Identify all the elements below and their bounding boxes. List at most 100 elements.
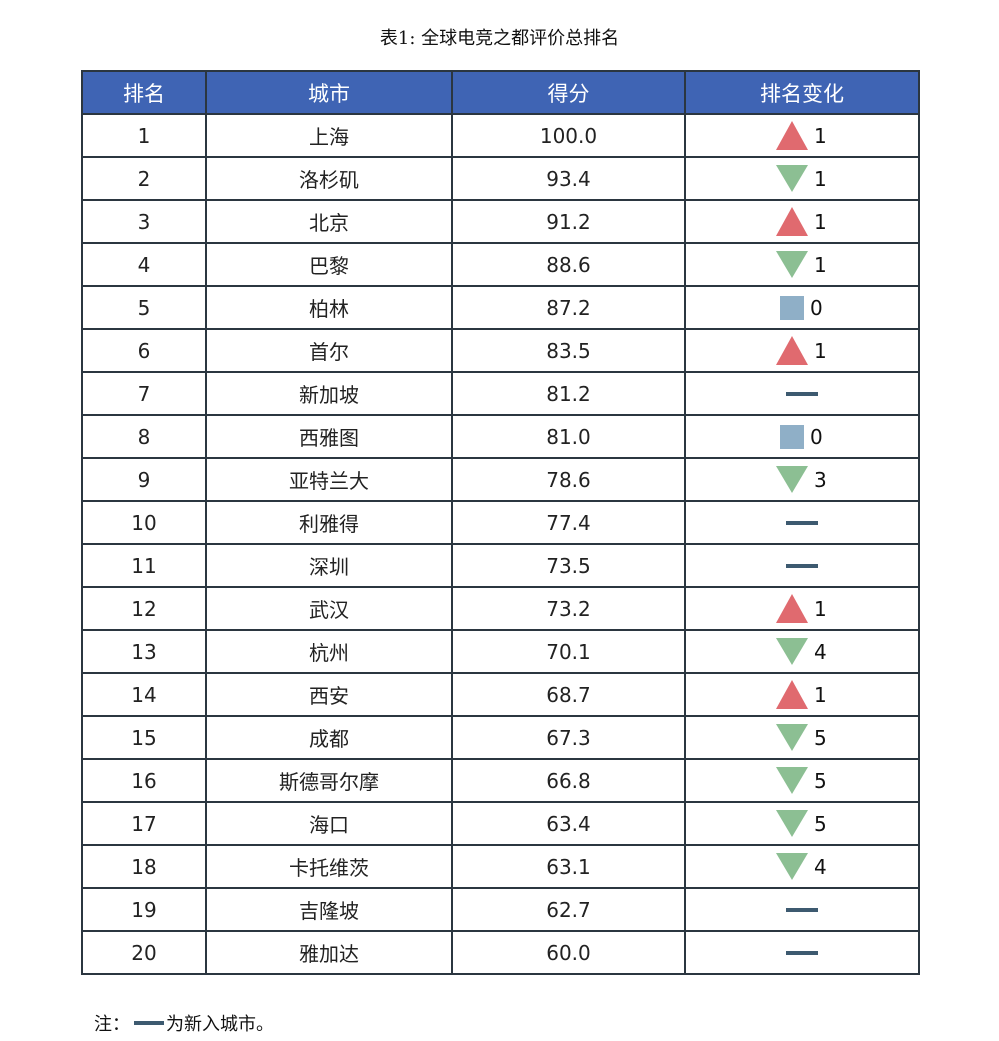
city-cell: 西雅图 bbox=[205, 414, 453, 459]
header-change: 排名变化 bbox=[684, 70, 920, 115]
city-cell: 利雅得 bbox=[205, 500, 453, 545]
score-cell: 91.2 bbox=[451, 199, 686, 244]
change-value: 1 bbox=[814, 338, 827, 363]
rank-cell: 17 bbox=[81, 801, 207, 846]
table-body: 1 上海 100.0 1 2 洛杉矶 93.4 1 3 北京 91.2 1 4 巴黎 88.6 1 5 柏林 87.… bbox=[81, 113, 920, 975]
table-row: 2 洛杉矶 93.4 1 bbox=[81, 156, 920, 201]
change-cell: 4 bbox=[684, 844, 920, 889]
table-row: 13 杭州 70.1 4 bbox=[81, 629, 920, 674]
rank-cell: 7 bbox=[81, 371, 207, 416]
change-indicator: 1 bbox=[776, 201, 828, 242]
city-cell: 洛杉矶 bbox=[205, 156, 453, 201]
change-indicator: 3 bbox=[776, 459, 828, 500]
change-value: 4 bbox=[814, 854, 827, 879]
new-entry-dash-icon bbox=[134, 1021, 164, 1025]
city-cell: 成都 bbox=[205, 715, 453, 760]
change-cell: 5 bbox=[684, 758, 920, 803]
ranking-table: 排名 城市 得分 排名变化 1 上海 100.0 1 2 洛杉矶 93.4 1 3 北京 91.2 1… bbox=[81, 70, 920, 975]
score-cell: 87.2 bbox=[451, 285, 686, 330]
table-row: 17 海口 63.4 5 bbox=[81, 801, 920, 846]
change-indicator: 1 bbox=[776, 244, 828, 285]
change-value: 0 bbox=[810, 424, 823, 449]
change-indicator bbox=[786, 373, 818, 414]
red-up-triangle-icon bbox=[776, 594, 808, 623]
new-entry-dash-icon bbox=[786, 391, 818, 396]
change-value: 4 bbox=[814, 639, 827, 664]
rank-cell: 6 bbox=[81, 328, 207, 373]
change-indicator: 1 bbox=[776, 115, 828, 156]
change-indicator bbox=[786, 545, 818, 586]
change-indicator bbox=[786, 502, 818, 543]
blue-square-icon bbox=[780, 424, 804, 449]
green-down-triangle-icon bbox=[776, 724, 808, 751]
city-cell: 新加坡 bbox=[205, 371, 453, 416]
footnote: 注： 为新入城市。 bbox=[94, 1010, 274, 1036]
city-cell: 杭州 bbox=[205, 629, 453, 674]
table-row: 11 深圳 73.5 bbox=[81, 543, 920, 588]
footnote-prefix: 注： bbox=[94, 1014, 130, 1035]
change-value: 0 bbox=[810, 295, 823, 320]
new-entry-dash-icon bbox=[786, 563, 818, 568]
change-indicator: 1 bbox=[776, 158, 828, 199]
change-cell: 1 bbox=[684, 199, 920, 244]
change-indicator: 5 bbox=[776, 717, 828, 758]
score-cell: 77.4 bbox=[451, 500, 686, 545]
change-indicator: 0 bbox=[780, 416, 824, 457]
score-cell: 68.7 bbox=[451, 672, 686, 717]
rank-cell: 19 bbox=[81, 887, 207, 932]
rank-cell: 10 bbox=[81, 500, 207, 545]
change-cell: 0 bbox=[684, 285, 920, 330]
change-cell: 1 bbox=[684, 672, 920, 717]
table-row: 19 吉隆坡 62.7 bbox=[81, 887, 920, 932]
change-value: 1 bbox=[814, 166, 827, 191]
change-indicator: 4 bbox=[776, 631, 828, 672]
score-cell: 78.6 bbox=[451, 457, 686, 502]
change-indicator: 4 bbox=[776, 846, 828, 887]
change-cell bbox=[684, 543, 920, 588]
table-row: 7 新加坡 81.2 bbox=[81, 371, 920, 416]
change-value: 1 bbox=[814, 209, 827, 234]
table-row: 18 卡托维茨 63.1 4 bbox=[81, 844, 920, 889]
change-indicator: 0 bbox=[780, 287, 824, 328]
table-row: 1 上海 100.0 1 bbox=[81, 113, 920, 158]
green-down-triangle-icon bbox=[776, 251, 808, 278]
score-cell: 100.0 bbox=[451, 113, 686, 158]
rank-cell: 16 bbox=[81, 758, 207, 803]
table-row: 9 亚特兰大 78.6 3 bbox=[81, 457, 920, 502]
table-row: 6 首尔 83.5 1 bbox=[81, 328, 920, 373]
change-value: 1 bbox=[814, 682, 827, 707]
red-up-triangle-icon bbox=[776, 680, 808, 709]
score-cell: 88.6 bbox=[451, 242, 686, 287]
score-cell: 63.4 bbox=[451, 801, 686, 846]
green-down-triangle-icon bbox=[776, 638, 808, 665]
change-cell: 1 bbox=[684, 328, 920, 373]
new-entry-dash-icon bbox=[786, 520, 818, 525]
change-value: 1 bbox=[814, 596, 827, 621]
change-cell: 5 bbox=[684, 801, 920, 846]
change-cell: 1 bbox=[684, 242, 920, 287]
change-value: 5 bbox=[814, 768, 827, 793]
change-cell bbox=[684, 371, 920, 416]
rank-cell: 11 bbox=[81, 543, 207, 588]
change-cell: 5 bbox=[684, 715, 920, 760]
rank-cell: 4 bbox=[81, 242, 207, 287]
table-row: 10 利雅得 77.4 bbox=[81, 500, 920, 545]
city-cell: 巴黎 bbox=[205, 242, 453, 287]
blue-square-icon bbox=[780, 295, 804, 320]
table-row: 20 雅加达 60.0 bbox=[81, 930, 920, 975]
rank-cell: 13 bbox=[81, 629, 207, 674]
red-up-triangle-icon bbox=[776, 207, 808, 236]
change-value: 1 bbox=[814, 252, 827, 277]
score-cell: 73.2 bbox=[451, 586, 686, 631]
table-caption: 表1: 全球电竞之都评价总排名 bbox=[379, 28, 620, 49]
change-cell: 1 bbox=[684, 156, 920, 201]
city-cell: 首尔 bbox=[205, 328, 453, 373]
change-indicator: 5 bbox=[776, 803, 828, 844]
score-cell: 66.8 bbox=[451, 758, 686, 803]
change-value: 5 bbox=[814, 811, 827, 836]
score-cell: 81.0 bbox=[451, 414, 686, 459]
header-city: 城市 bbox=[205, 70, 453, 115]
city-cell: 海口 bbox=[205, 801, 453, 846]
score-cell: 67.3 bbox=[451, 715, 686, 760]
rank-cell: 12 bbox=[81, 586, 207, 631]
